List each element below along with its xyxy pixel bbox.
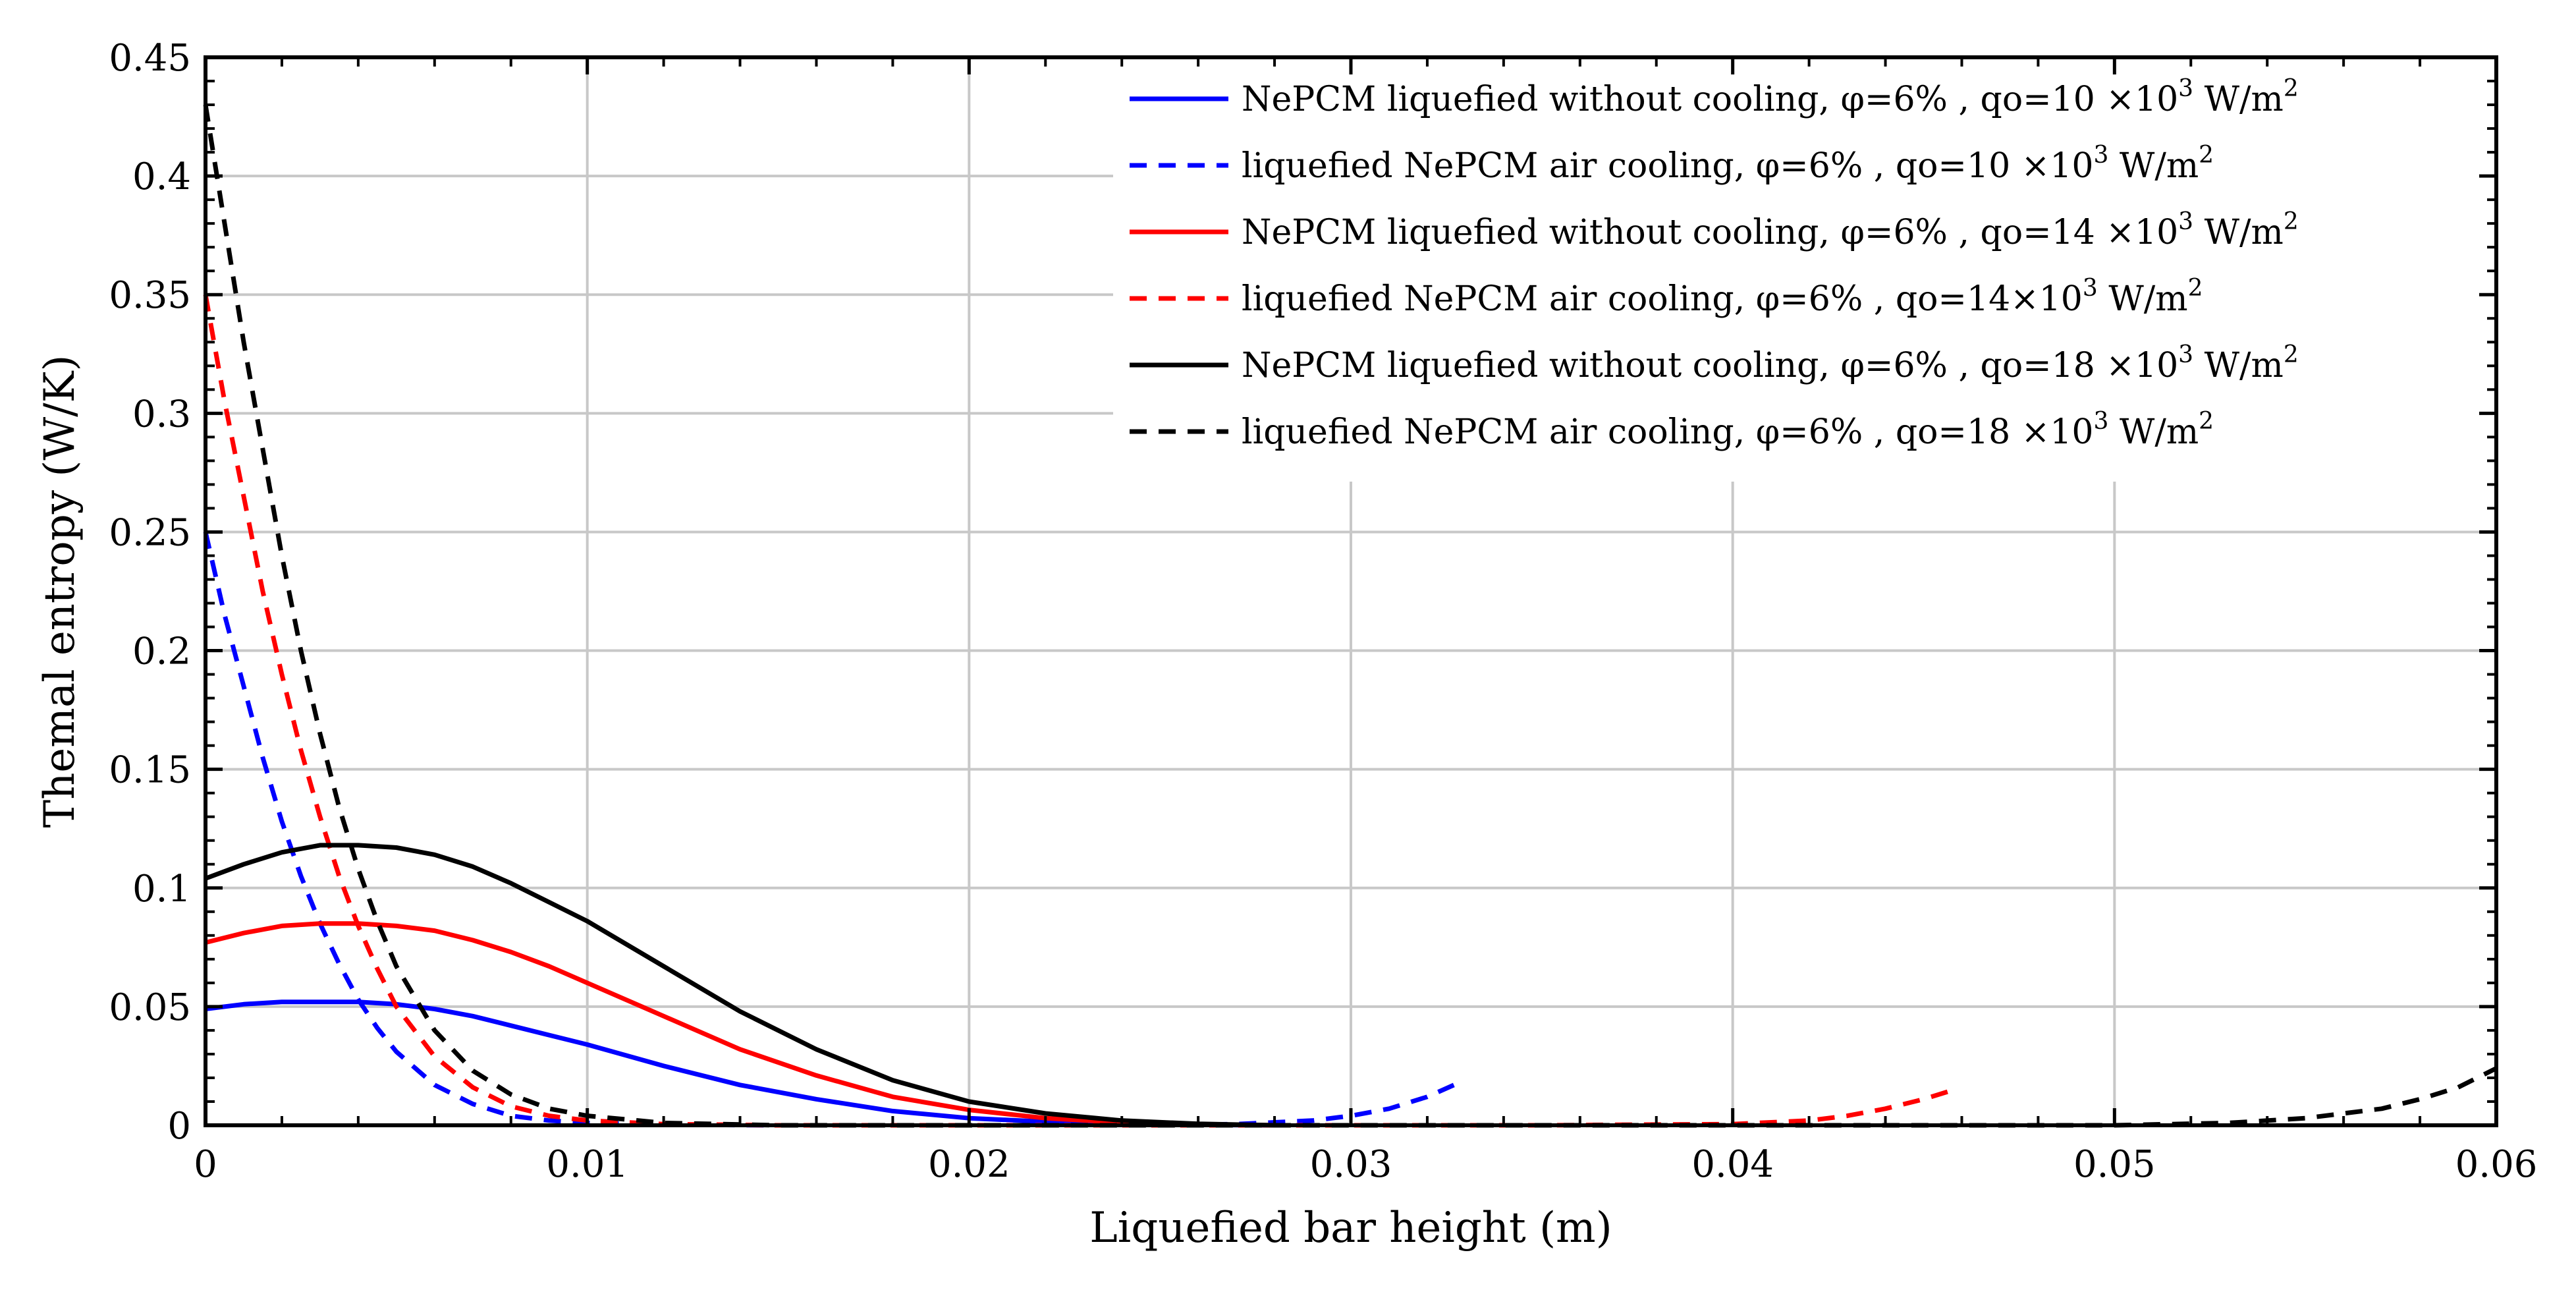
x-tick-label: 0.04 [1691, 1143, 1774, 1186]
legend-label-1: NePCM liquefied without cooling, φ=6% , … [1242, 75, 2299, 119]
series-line-5 [204, 843, 1275, 1128]
legend-box [1113, 53, 2490, 482]
series-line-3 [205, 921, 1275, 1128]
y-tick-label: 0.05 [109, 986, 191, 1029]
axes: 0 0.01 0.02 0.03 0.04 0.05 0.06 0 0.05 0.1 0.15 0.2… [109, 37, 2537, 1186]
legend-label-2: liquefied NePCM air cooling, φ=6% , qo=1… [1242, 142, 2214, 186]
y-tick-label: 0 [167, 1105, 191, 1148]
legend-label-4: liquefied NePCM air cooling, φ=6% , qo=1… [1242, 275, 2203, 319]
y-tick-label: 0.35 [109, 274, 191, 317]
series-line-1 [205, 999, 1275, 1128]
legend: NePCM liquefied without cooling, φ=6% , … [1113, 53, 2490, 482]
y-tick-label: 0.4 [132, 155, 191, 198]
x-tick-label: 0 [194, 1143, 217, 1186]
x-axis-title: Liquefied bar height (m) [1089, 1204, 1612, 1252]
x-tick-label: 0.01 [546, 1143, 628, 1186]
legend-label-6: liquefied NePCM air cooling, φ=6% , qo=1… [1242, 408, 2214, 452]
legend-label-5: NePCM liquefied without cooling, φ=6% , … [1242, 341, 2299, 385]
x-tick-label: 0.03 [1310, 1143, 1392, 1186]
y-tick-label: 0.15 [109, 749, 191, 792]
x-tick-label: 0.05 [2073, 1143, 2156, 1186]
x-tick-label: 0.02 [928, 1143, 1010, 1186]
y-tick-label: 0.3 [132, 393, 191, 435]
y-tick-label: 0.45 [109, 37, 191, 80]
y-tick-label: 0.1 [132, 868, 191, 911]
x-tick-label: 0.06 [2455, 1143, 2538, 1186]
y-axis-title: Themal entropy (W/K) [36, 355, 84, 828]
y-tick-label: 0.2 [132, 631, 191, 673]
y-tick-label: 0.25 [109, 511, 191, 554]
legend-label-3: NePCM liquefied without cooling, φ=6% , … [1242, 208, 2299, 252]
series-line-4 [203, 294, 1955, 1128]
